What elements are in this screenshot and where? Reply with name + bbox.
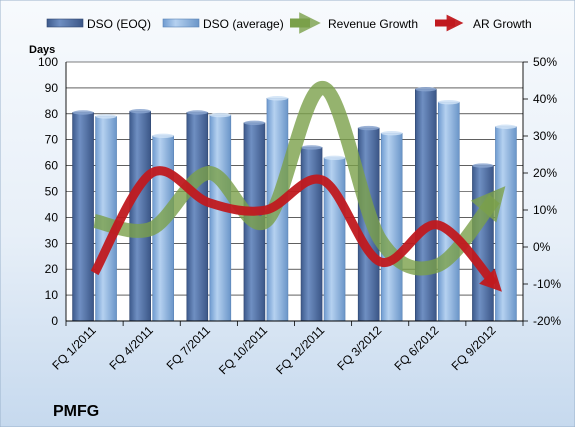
- bar-dso-eoq: [186, 112, 209, 322]
- y-tick-label: 50: [45, 185, 59, 199]
- bar-cap: [495, 124, 517, 129]
- y-tick-label: 60: [45, 159, 59, 173]
- bar-dso-eoq: [472, 165, 494, 322]
- bar-dso-eoq: [129, 110, 151, 322]
- bar-cap: [186, 110, 208, 115]
- y-tick-label: 40: [45, 210, 59, 224]
- axes: 0 10 20 30 40 50 60 70 80 90 100 -20% -10% 0% 10% 20% 30…: [38, 55, 561, 328]
- bar-cap: [301, 145, 323, 150]
- bar-dso-eoq: [300, 147, 323, 322]
- legend: DSO (EOQ) DSO (average) Revenue Growth AR G…: [46, 12, 532, 34]
- y2-tick-label: -10%: [533, 277, 561, 291]
- y2-tick-label: 50%: [533, 55, 557, 69]
- bar-cap: [72, 110, 94, 115]
- growth-lines: [90, 80, 506, 292]
- bar-dso-eoq: [72, 112, 94, 322]
- bar-cap: [324, 155, 346, 161]
- legend-label: DSO (EOQ): [87, 17, 151, 31]
- bar-cap: [209, 112, 231, 118]
- company-label: PMFG: [53, 403, 99, 420]
- bar-dso-average: [380, 132, 403, 322]
- bar-cap: [415, 86, 437, 92]
- bar-cap: [95, 114, 117, 119]
- bar-dso-eoq: [415, 88, 437, 322]
- revenue-growth-line: [93, 80, 506, 276]
- y2-tick-label: 20%: [533, 166, 557, 180]
- y-tick-label: 10: [45, 288, 59, 302]
- bar-dso-average: [209, 114, 232, 322]
- bar-cap: [243, 120, 265, 126]
- bar-cap: [152, 133, 174, 139]
- y-axis-title: Days: [29, 44, 55, 56]
- y-tick-label: 20: [45, 262, 59, 276]
- legend-label: Revenue Growth: [328, 17, 418, 31]
- y2-tick-label: -20%: [533, 314, 561, 328]
- bar-dso-average: [495, 126, 517, 322]
- legend-label: AR Growth: [473, 17, 532, 31]
- bar-cap: [358, 125, 380, 131]
- y-tick-label: 80: [45, 107, 59, 121]
- y-tick-label: 70: [45, 133, 59, 147]
- y-tick-label: 0: [51, 314, 58, 328]
- y2-tick-label: 40%: [533, 92, 557, 106]
- y2-tick-label: 0%: [533, 240, 551, 254]
- bar-cap: [438, 99, 460, 105]
- legend-label: DSO (average): [203, 17, 284, 31]
- y-tick-label: 30: [45, 236, 59, 250]
- ar-growth-line: [90, 166, 502, 292]
- bar-cap: [472, 163, 494, 168]
- bar-cap: [129, 109, 151, 114]
- bar-dso-average: [438, 101, 460, 322]
- legend-swatch: [46, 18, 84, 28]
- y-tick-label: 90: [45, 81, 59, 95]
- bar-cap: [266, 96, 288, 101]
- y2-tick-label: 10%: [533, 203, 557, 217]
- bar-cap: [381, 131, 403, 136]
- legend-swatch: [162, 18, 200, 28]
- y2-tick-label: 30%: [533, 129, 557, 143]
- y-tick-label: 100: [38, 55, 58, 69]
